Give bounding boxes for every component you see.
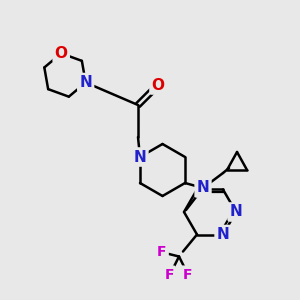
Text: N: N: [134, 149, 146, 164]
Text: F: F: [182, 268, 192, 281]
Text: O: O: [152, 77, 164, 92]
Text: F: F: [164, 268, 174, 281]
Text: O: O: [55, 46, 68, 61]
Text: N: N: [197, 181, 209, 196]
Text: N: N: [230, 205, 242, 220]
Text: N: N: [79, 75, 92, 90]
Text: N: N: [217, 227, 230, 242]
Text: F: F: [157, 244, 167, 259]
